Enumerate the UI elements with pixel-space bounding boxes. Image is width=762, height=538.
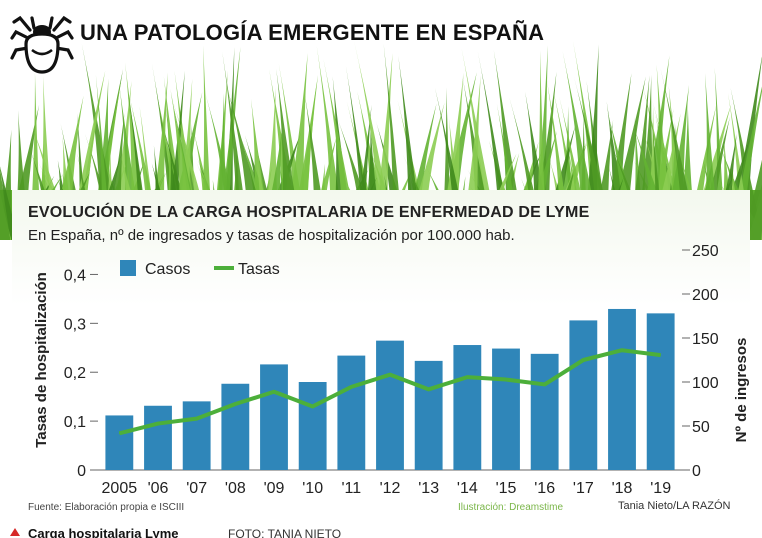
combo-chart: 2005 '06 '07 '08 '09 '10 '11 '12 '13 '14 '15 '16 '17… (33, 243, 750, 497)
y-left-tick-label: 0,3 (64, 316, 86, 333)
point-tasas (505, 379, 507, 381)
bar-casos (337, 355, 366, 470)
y-left-tick-label: 0,1 (64, 414, 86, 431)
illustration-credit: Ilustración: Dreamstime (458, 502, 564, 513)
bar-casos (414, 360, 443, 470)
caption-marker-icon (10, 528, 20, 536)
bar-casos (182, 401, 211, 470)
chart-subtitle: En España, nº de ingresados y tasas de h… (28, 227, 515, 244)
x-tick-label: '18 (612, 480, 633, 497)
caption-photo-credit: FOTO: TANIA NIETO (228, 527, 342, 538)
bar-casos (260, 364, 288, 470)
x-tick-label: '08 (225, 480, 246, 497)
headline: UNA PATOLOGÍA EMERGENTE EN ESPAÑA (80, 20, 545, 45)
x-tick-label: '09 (264, 480, 285, 497)
bar-casos (646, 313, 675, 470)
legend-label-tasas: Tasas (238, 261, 280, 278)
y-right-axis-title: Nº de ingresos (733, 338, 750, 443)
bar-casos (298, 382, 327, 470)
bar-casos (376, 340, 404, 470)
tick-icon (10, 15, 74, 74)
x-tick-label: '17 (573, 480, 594, 497)
x-tick-label: '07 (186, 480, 207, 497)
point-tasas (428, 388, 430, 390)
y-right-tick-label: 50 (692, 419, 710, 436)
legend-label-casos: Casos (145, 261, 190, 278)
bar-casos (492, 348, 520, 470)
y-left-axis-title: Tasas de hospitalización (33, 272, 50, 448)
point-tasas (196, 418, 198, 420)
author-credit: Tania Nieto/LA RAZÓN (618, 500, 731, 512)
x-tick-label: '14 (457, 480, 478, 497)
point-tasas (389, 374, 391, 376)
point-tasas (544, 383, 546, 385)
y-right-tick-label: 100 (692, 375, 719, 392)
y-right-tick-label: 250 (692, 243, 719, 260)
point-tasas (466, 376, 468, 378)
point-tasas (234, 403, 236, 405)
y-left-tick-label: 0,4 (64, 267, 86, 284)
x-tick-label: '13 (418, 480, 439, 497)
source-note: Fuente: Elaboración propia e ISCIII (28, 502, 185, 513)
bar-casos (569, 320, 598, 470)
point-tasas (660, 354, 662, 356)
bar-casos (530, 353, 559, 470)
point-tasas (582, 359, 584, 361)
x-tick-label: '12 (380, 480, 401, 497)
chart-title: EVOLUCIÓN DE LA CARGA HOSPITALARIA DE EN… (28, 204, 590, 221)
x-tick-label: 2005 (102, 480, 138, 497)
x-tick-label: '11 (341, 480, 361, 497)
legend-swatch-casos (120, 260, 136, 276)
bar-casos (144, 405, 172, 470)
y-right-tick-label: 0 (692, 463, 701, 480)
bar-casos (221, 383, 250, 470)
y-left-tick-label: 0,2 (64, 365, 86, 382)
point-tasas (118, 432, 120, 434)
x-tick-label: '19 (650, 480, 671, 497)
point-tasas (312, 405, 314, 407)
y-right-tick-label: 200 (692, 287, 719, 304)
y-right-tick-label: 150 (692, 331, 719, 348)
caption-bar: Carga hospitalaria Lyme FOTO: TANIA NIET… (0, 524, 762, 538)
x-tick-label: '16 (534, 480, 555, 497)
point-tasas (350, 386, 352, 388)
point-tasas (157, 423, 159, 425)
bar-casos (608, 308, 636, 470)
point-tasas (621, 349, 623, 351)
bar-casos (453, 345, 482, 470)
bar-casos (105, 415, 134, 470)
x-tick-label: '10 (302, 480, 323, 497)
x-tick-label: '06 (148, 480, 169, 497)
caption-title: Carga hospitalaria Lyme (28, 526, 179, 538)
y-left-tick-label: 0 (77, 463, 86, 480)
point-tasas (273, 391, 275, 393)
x-tick-label: '15 (496, 480, 517, 497)
